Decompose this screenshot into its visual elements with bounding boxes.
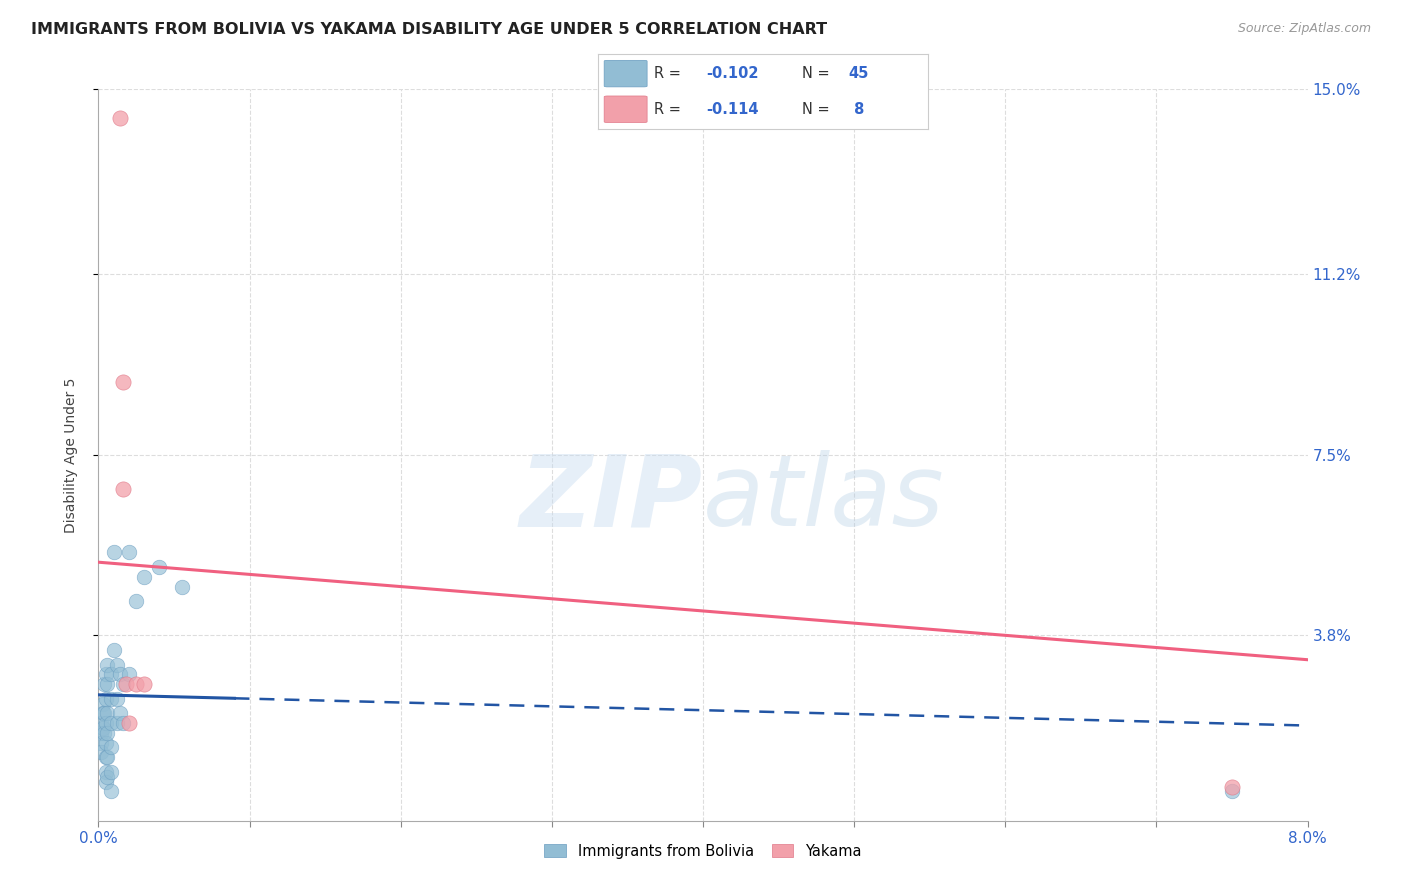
Point [118,667,141,681]
Text: 8: 8 [849,102,865,117]
Text: ZIP: ZIP [520,450,703,548]
Point [108,112,131,126]
Point [103,643,125,657]
Point [96,770,118,784]
Point [96,726,118,740]
Point [148,560,170,574]
Point [93,706,115,721]
Point [118,545,141,559]
Point [103,545,125,559]
Point [91,721,114,735]
Point [132,677,155,691]
Text: R =: R = [654,67,685,81]
Point [94,691,117,706]
Text: atlas: atlas [703,450,945,548]
Point [100,691,122,706]
Point [111,375,134,389]
Point [114,677,136,691]
Point [111,716,134,731]
Point [100,740,122,755]
Point [96,706,118,721]
Point [105,716,128,731]
Point [111,677,134,691]
Point [100,667,122,681]
Point [94,764,117,779]
Point [90,736,112,750]
Point [93,677,115,691]
Text: -0.102: -0.102 [707,67,759,81]
Point [111,482,134,496]
Legend: Immigrants from Bolivia, Yakama: Immigrants from Bolivia, Yakama [538,838,868,864]
Point [96,657,118,672]
Point [91,697,114,711]
Point [93,726,115,740]
Point [100,764,122,779]
Point [94,774,117,789]
Text: R =: R = [654,102,685,117]
Point [96,677,118,691]
Point [94,716,117,731]
Text: Source: ZipAtlas.com: Source: ZipAtlas.com [1237,22,1371,36]
Point [105,691,128,706]
Point [94,667,117,681]
Point [100,716,122,731]
FancyBboxPatch shape [605,61,647,87]
Y-axis label: Disability Age Under 5: Disability Age Under 5 [63,377,77,533]
Point [94,750,117,764]
Text: -0.114: -0.114 [707,102,759,117]
Point [1220,780,1243,794]
Point [125,594,148,608]
Point [1220,784,1243,798]
Point [105,657,128,672]
Point [90,745,112,759]
Point [94,736,117,750]
FancyBboxPatch shape [605,96,647,122]
Point [118,716,141,731]
Point [91,706,114,721]
Point [90,716,112,731]
Point [132,570,155,584]
Point [170,580,193,594]
Point [100,784,122,798]
Point [108,706,131,721]
Text: N =: N = [803,102,835,117]
Text: N =: N = [803,67,835,81]
Point [108,667,131,681]
Point [96,750,118,764]
Point [90,726,112,740]
Text: IMMIGRANTS FROM BOLIVIA VS YAKAMA DISABILITY AGE UNDER 5 CORRELATION CHART: IMMIGRANTS FROM BOLIVIA VS YAKAMA DISABI… [31,22,827,37]
Point [125,677,148,691]
Text: 45: 45 [849,67,869,81]
